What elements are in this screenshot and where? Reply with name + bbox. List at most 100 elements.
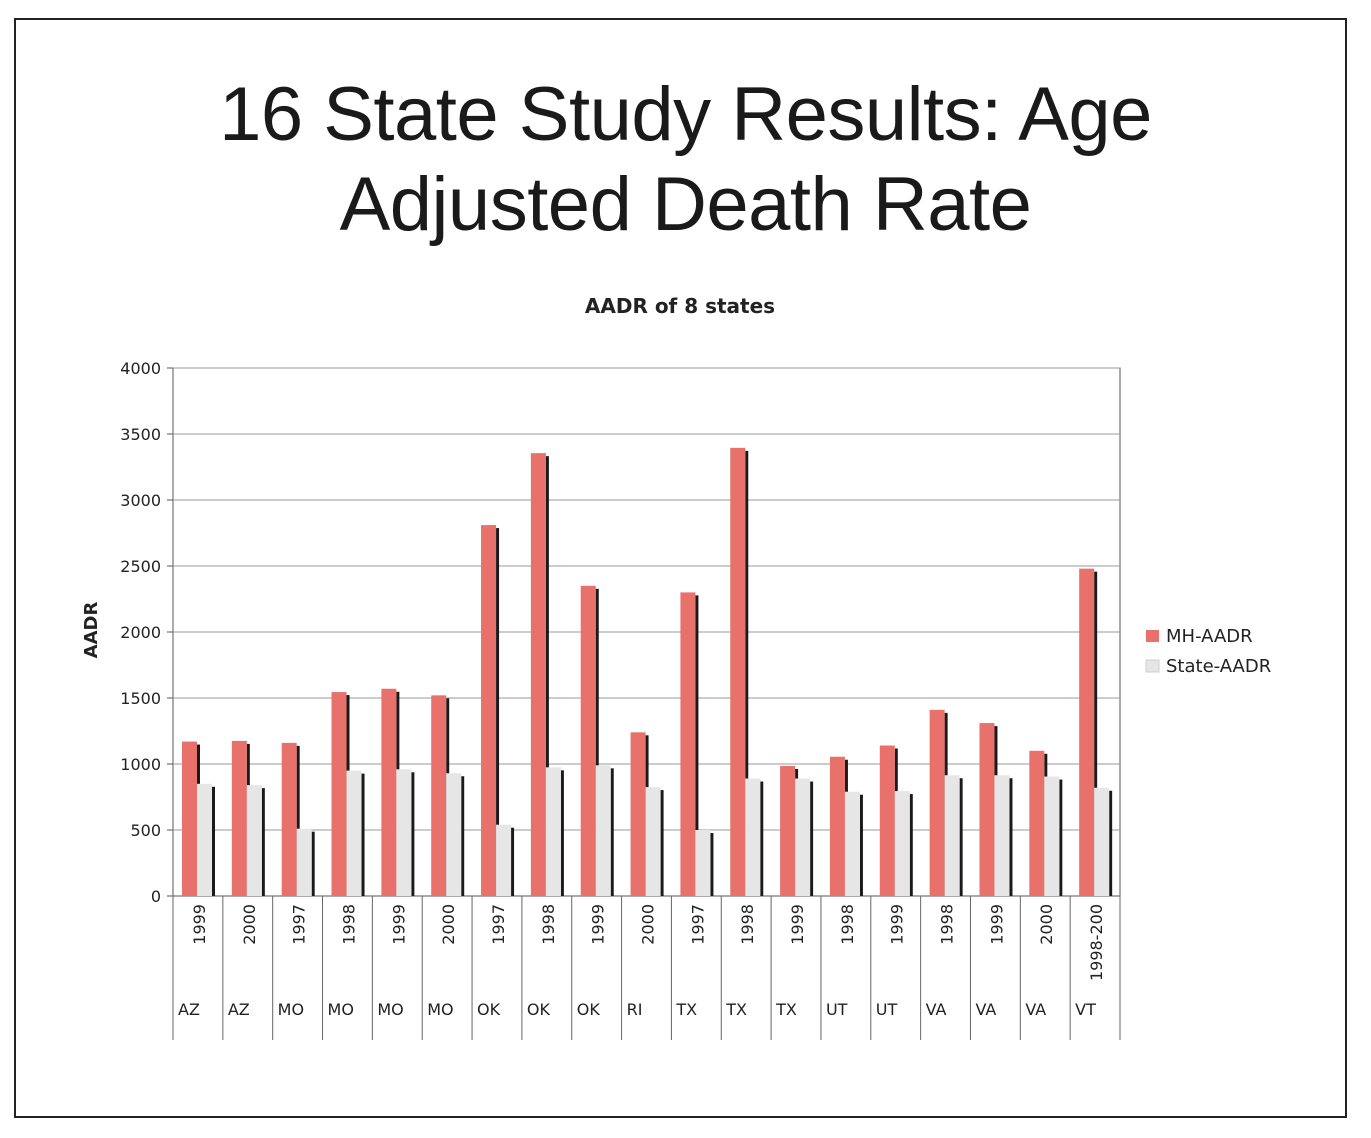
y-tick-label: 4000 bbox=[120, 359, 161, 378]
bar-shadow bbox=[311, 831, 315, 896]
x-tick-label-year: 2000 bbox=[639, 904, 658, 945]
x-tick-label-year: 2000 bbox=[240, 904, 259, 945]
bar-mh-aadr bbox=[580, 585, 596, 896]
y-axis-label: AADR bbox=[81, 602, 102, 659]
bar-mh-aadr bbox=[481, 525, 497, 896]
legend-label: MH-AADR bbox=[1166, 626, 1253, 647]
bar-shadow bbox=[595, 588, 599, 896]
y-tick-label: 2000 bbox=[120, 623, 161, 642]
x-tick-label-year: 1997 bbox=[489, 904, 508, 945]
x-tick-label-state: AZ bbox=[228, 1000, 250, 1019]
bar-state-aadr bbox=[944, 775, 960, 896]
bar-shadow bbox=[545, 456, 549, 896]
y-tick-label: 500 bbox=[130, 821, 161, 840]
x-tick-label-year: 1997 bbox=[688, 904, 707, 945]
bar-state-aadr bbox=[894, 791, 910, 896]
bar-shadow bbox=[710, 833, 714, 896]
x-tick-label-state: MO bbox=[427, 1000, 453, 1019]
x-tick-label-year: 1998 bbox=[738, 904, 757, 945]
x-tick-label-state: MO bbox=[377, 1000, 403, 1019]
bar-mh-aadr bbox=[929, 709, 945, 896]
bar-shadow bbox=[212, 786, 215, 896]
chart-title: AADR of 8 states bbox=[585, 294, 775, 318]
x-tick-label-year: 2000 bbox=[1037, 904, 1056, 945]
bar-mh-aadr bbox=[182, 741, 197, 896]
legend-label: State-AADR bbox=[1166, 656, 1271, 677]
slide-title: 16 State Study Results: Age Adjusted Dea… bbox=[0, 70, 1371, 250]
y-tick-label: 3000 bbox=[120, 491, 161, 510]
bar-shadow bbox=[760, 781, 764, 896]
x-tick-label-state: MO bbox=[278, 1000, 304, 1019]
x-tick-label-year: 1997 bbox=[290, 904, 309, 945]
x-tick-label-state: TX bbox=[675, 1000, 697, 1019]
x-tick-label-state: UT bbox=[826, 1000, 848, 1019]
bar-state-aadr bbox=[795, 778, 811, 896]
bar-shadow bbox=[261, 788, 265, 896]
x-tick-label-year: 1999 bbox=[888, 904, 907, 945]
x-tick-label-state: VA bbox=[926, 1000, 947, 1019]
slide-title-line1: 16 State Study Results: Age bbox=[219, 72, 1152, 157]
x-tick-label-year: 1999 bbox=[589, 904, 608, 945]
bar-state-aadr bbox=[994, 775, 1010, 896]
bar-shadow bbox=[296, 745, 300, 896]
bar-state-aadr bbox=[496, 824, 512, 896]
bar-mh-aadr bbox=[780, 765, 796, 896]
bar-mh-aadr bbox=[1079, 568, 1095, 896]
bar-mh-aadr bbox=[730, 447, 746, 896]
bar-shadow bbox=[1109, 790, 1113, 896]
x-tick-label-state: OK bbox=[577, 1000, 601, 1019]
bar-mh-aadr bbox=[630, 732, 646, 896]
bar-mh-aadr bbox=[381, 688, 397, 896]
bar-state-aadr bbox=[595, 765, 611, 896]
x-tick-label-state: OK bbox=[477, 1000, 501, 1019]
x-tick-label-state: OK bbox=[527, 1000, 551, 1019]
bar-state-aadr bbox=[545, 767, 561, 896]
slide-title-line2: Adjusted Death Rate bbox=[339, 162, 1032, 247]
bar-state-aadr bbox=[745, 778, 761, 896]
x-tick-label-state: RI bbox=[627, 1000, 643, 1019]
x-tick-label-year: 1998 bbox=[838, 904, 857, 945]
bar-mh-aadr bbox=[1029, 750, 1045, 896]
bar-mh-aadr bbox=[829, 756, 845, 896]
x-tick-label-state: VA bbox=[975, 1000, 996, 1019]
bar-state-aadr bbox=[695, 830, 711, 896]
bar-state-aadr bbox=[645, 787, 661, 896]
x-tick-label-year: 1999 bbox=[987, 904, 1006, 945]
slide-frame bbox=[14, 18, 1347, 1118]
bar-state-aadr bbox=[346, 770, 362, 896]
x-tick-label-state: TX bbox=[725, 1000, 747, 1019]
bar-shadow bbox=[411, 772, 415, 896]
x-tick-label-year: 1999 bbox=[788, 904, 807, 945]
x-tick-label-year: 1999 bbox=[389, 904, 408, 945]
bar-shadow bbox=[1094, 571, 1098, 896]
bar-shadow bbox=[695, 595, 699, 896]
bar-mh-aadr bbox=[331, 692, 347, 896]
bar-shadow bbox=[959, 778, 963, 896]
bar-shadow bbox=[909, 794, 913, 896]
bar-state-aadr bbox=[1044, 776, 1060, 896]
x-tick-label-year: 1998 bbox=[539, 904, 558, 945]
bar-shadow bbox=[660, 790, 664, 896]
x-tick-label-state: VA bbox=[1025, 1000, 1046, 1019]
x-tick-label-year: 1998 bbox=[938, 904, 957, 945]
x-tick-label-year: 2000 bbox=[439, 904, 458, 945]
x-tick-label-year: 1998 bbox=[339, 904, 358, 945]
bar-state-aadr bbox=[296, 828, 312, 896]
bar-shadow bbox=[859, 794, 863, 896]
bar-shadow bbox=[461, 776, 465, 896]
bar-shadow bbox=[1009, 778, 1013, 896]
bar-shadow bbox=[1059, 779, 1063, 896]
bar-state-aadr bbox=[197, 783, 212, 896]
x-tick-label-state: VT bbox=[1075, 1000, 1096, 1019]
bar-shadow bbox=[610, 768, 614, 896]
y-tick-label: 2500 bbox=[120, 557, 161, 576]
bar-mh-aadr bbox=[431, 695, 447, 896]
bar-shadow bbox=[496, 528, 500, 896]
x-tick-label-state: TX bbox=[775, 1000, 797, 1019]
bar-mh-aadr bbox=[231, 740, 247, 896]
bar-mh-aadr bbox=[879, 745, 895, 896]
bar-shadow bbox=[560, 770, 564, 896]
y-tick-label: 0 bbox=[151, 887, 161, 906]
bar-state-aadr bbox=[246, 785, 262, 896]
